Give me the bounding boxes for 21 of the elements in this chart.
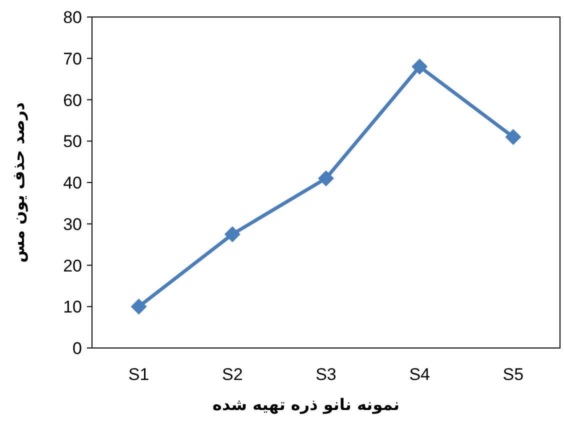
point [505,128,522,145]
y-tick-label: 50 [63,132,82,152]
y-tick-label: 70 [63,49,82,68]
y-tick-label: 10 [63,298,82,317]
point [412,58,428,75]
point [224,226,240,242]
y-axis-title: درصد حذف یون مس [9,102,28,263]
y-tick-label: 40 [63,174,82,192]
y-tick-label: 0 [72,339,82,358]
y-tick-label: 60 [63,90,82,110]
x-axis-title: نمونه نانو ذره تهیه شده [212,395,400,414]
x-tick-label: S1 [128,365,150,384]
y-tick-label: 30 [63,214,82,234]
y-tick-label: 20 [63,256,82,276]
x-tick-label: S3 [316,365,336,384]
point [318,170,334,186]
y-tick-label: 80 [63,8,82,27]
x-tick-label: S4 [409,365,430,384]
point [130,298,147,315]
x-tick-label: S2 [222,365,243,384]
x-tick-label: S5 [502,365,524,384]
